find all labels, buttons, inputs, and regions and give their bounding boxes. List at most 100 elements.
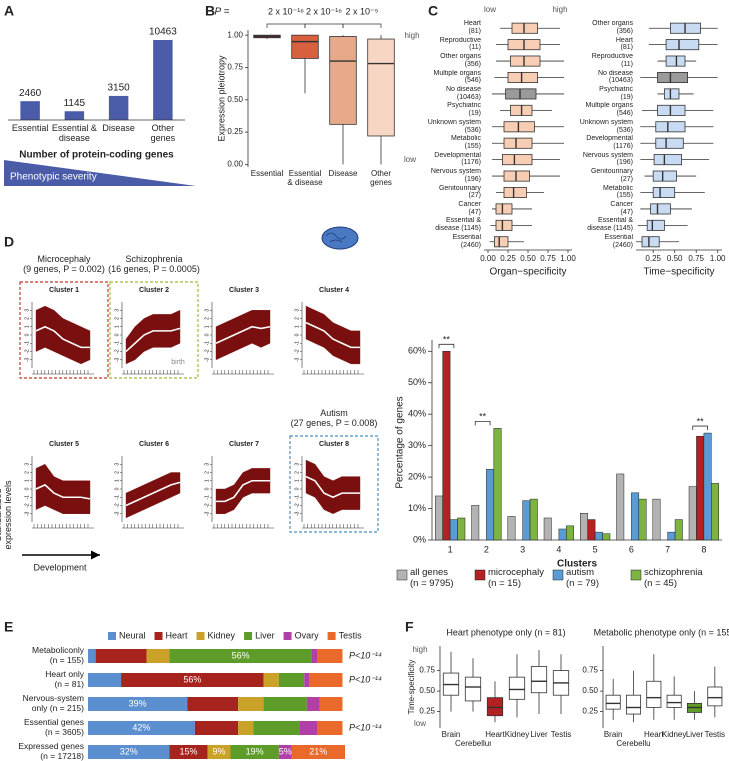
box	[641, 236, 660, 248]
box	[655, 137, 684, 149]
bar	[522, 500, 531, 541]
category-label-box: Heart (81)	[615, 36, 633, 52]
y-tick-label: 0	[24, 487, 30, 490]
value-label: 1145	[64, 98, 86, 109]
value-label: 19%	[246, 746, 264, 756]
bar	[435, 495, 443, 541]
scale-label: low	[404, 155, 416, 164]
category-label-box: Psychiatric (19)	[599, 86, 633, 101]
category-label: Brain	[441, 731, 461, 739]
legend-swatch	[630, 569, 642, 581]
box	[665, 55, 686, 67]
box	[650, 203, 671, 215]
box	[665, 39, 700, 51]
value-label: 15%	[180, 746, 198, 756]
bar-segment	[306, 697, 320, 711]
category-label-box: Cerebellum	[616, 740, 650, 748]
bar-segment	[317, 721, 343, 735]
category-label-box: Genitourinary (27)	[591, 168, 633, 183]
legend-swatch	[396, 569, 408, 581]
bar	[566, 525, 574, 541]
bar	[471, 505, 480, 541]
axis-title: Expression pleiotropy	[216, 55, 226, 142]
mean-line	[35, 325, 90, 349]
category-label-box: Reproductive (11)	[440, 37, 481, 52]
mean-line	[125, 327, 181, 353]
legend-label: schizophrenia (n = 45)	[644, 568, 703, 589]
category-label: Cerebellum	[455, 740, 491, 748]
cluster-frame	[289, 435, 379, 533]
category-label-box: Metabolic (155)	[451, 135, 481, 150]
category-label: Heart	[644, 731, 664, 739]
bar-segment	[299, 721, 318, 735]
bar-segment	[88, 673, 122, 687]
legend-swatch	[552, 569, 564, 581]
y-tick-label: -1	[24, 495, 30, 500]
legend-label: microcephaly (n = 15)	[488, 568, 544, 589]
legend-label-box: schizophrenia (n = 45)	[644, 568, 703, 589]
axis-title: Clusters	[557, 559, 597, 570]
y-tick-label: 1	[114, 479, 120, 482]
bar	[602, 533, 611, 541]
x-tick-label: 4	[556, 544, 561, 554]
category-label-box: Cerebellum	[455, 740, 491, 748]
p-value: 2 x 10⁻¹⁶	[306, 6, 342, 16]
category-label-box: Essential genes (n = 3605)	[23, 718, 84, 737]
bar-segment	[238, 697, 264, 711]
y-tick-label: -1	[294, 341, 300, 346]
category-label: Unknown system (536)	[427, 118, 481, 134]
scale-label: low	[484, 5, 496, 14]
bar-segment	[278, 745, 292, 759]
bar	[631, 492, 640, 541]
x-tick-label: 0.50	[520, 254, 536, 263]
y-tick-label: 1	[24, 479, 30, 482]
category-label-box: Essential & disease (1145)	[435, 217, 481, 232]
significance-bracket	[474, 420, 491, 426]
bar	[449, 519, 458, 541]
x-tick-label: 1.00	[560, 254, 576, 263]
y-tick-label: -1	[204, 495, 210, 500]
category-label-box: Heart only (n = 81)	[45, 670, 84, 688]
axis-title: Organ−specificity	[490, 267, 567, 278]
category-label: Heart (81)	[615, 36, 633, 52]
legend-label: all genes (n = 9795)	[410, 568, 454, 589]
category-label: No disease (10463)	[597, 69, 633, 85]
panel-letter: C	[428, 3, 438, 19]
scale-label: high	[404, 31, 419, 40]
category-label: Other genes	[370, 170, 392, 187]
category-label: Multiple organs (546)	[585, 102, 633, 118]
y-tick-label: -3	[24, 511, 30, 516]
x-tick-label: 0.00	[480, 254, 496, 263]
cluster-note-box: Autism (27 genes, P = 0.008)	[291, 408, 378, 428]
bar	[20, 101, 40, 120]
category-label: Expressed genes (n = 17218)	[18, 742, 84, 761]
category-label: Essential (2460)	[452, 233, 481, 249]
category-label: Disease	[328, 170, 358, 178]
y-tick-label: 2	[294, 471, 300, 474]
y-tick-label: 2	[114, 317, 120, 320]
y-tick-label: 2	[24, 471, 30, 474]
bar	[543, 517, 552, 541]
category-label: Other organs (356)	[592, 20, 633, 36]
x-tick-label: 0.25	[500, 254, 516, 263]
bar	[688, 486, 697, 541]
legend-label-box: all genes (n = 9795)	[410, 568, 454, 589]
value-label: 5%	[279, 746, 292, 756]
panel-letter: F	[405, 619, 414, 635]
category-label-box: Reproductive (11)	[592, 53, 633, 68]
category-label: Testis	[704, 731, 726, 739]
box	[625, 694, 642, 715]
category-label-box: No disease (10463)	[446, 86, 481, 101]
category-label: Liver	[530, 731, 548, 739]
y-tick-label: 3	[204, 309, 210, 312]
value-label: 9%	[213, 746, 226, 756]
legend-swatch	[154, 632, 163, 640]
box	[605, 694, 621, 710]
axis-title: Percentage of genes	[395, 396, 406, 488]
category-label-box: Essential & disease	[287, 170, 322, 187]
category-label: Essential genes (n = 3605)	[23, 718, 84, 737]
category-label-box: Heart	[644, 731, 664, 739]
bar	[652, 498, 661, 541]
p-value: 2 x 10⁻¹⁶	[268, 6, 304, 16]
category-label: Testis	[550, 731, 572, 739]
